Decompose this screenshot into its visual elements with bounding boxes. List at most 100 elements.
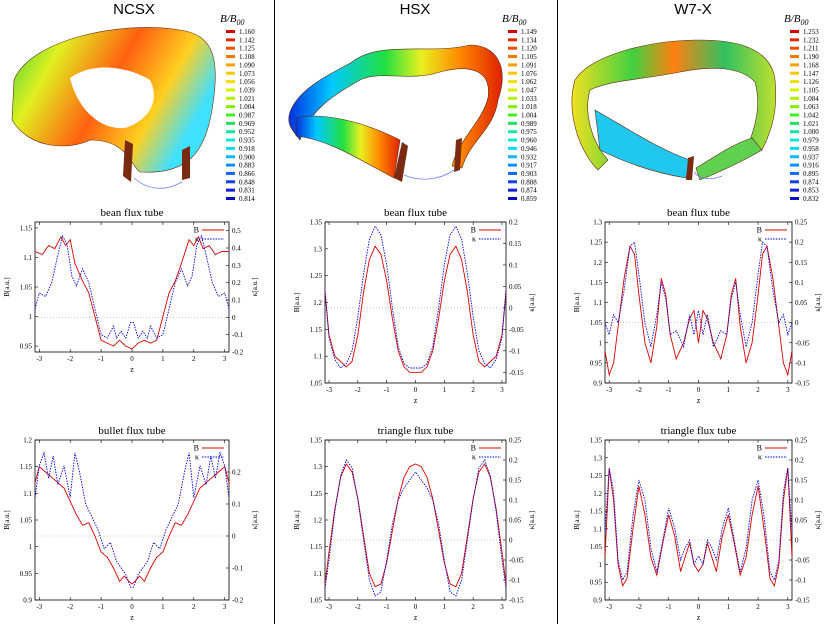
x-tick-label: -3 [606, 603, 612, 611]
colorbar-value: 0.958 [803, 145, 819, 153]
colorbar-swatch [790, 80, 799, 84]
colorbar-value: 1.108 [239, 53, 255, 61]
colorbar-value: 0.866 [239, 170, 255, 178]
legend-label: κ [472, 235, 476, 244]
colorbar-value: 0.888 [521, 178, 537, 186]
y2-axis-label: κ[a.u.] [814, 511, 822, 529]
colorbar-swatch [226, 88, 235, 92]
y-tick-label: 1.25 [590, 239, 603, 247]
colorbar-swatch [790, 146, 799, 150]
x-tick-label: 0 [130, 355, 134, 363]
colorbar-value: 1.062 [521, 78, 537, 86]
y2-tick-label: -0.05 [795, 557, 810, 565]
x-tick-label: 0 [697, 386, 701, 394]
colorbar-value: 1.063 [803, 103, 819, 111]
y2-tick-label: 0.25 [509, 437, 522, 445]
legend-label: B [757, 226, 762, 235]
colorbar-value: 1.033 [521, 95, 537, 103]
y2-tick-label: 0.2 [795, 457, 804, 465]
series-line-B [34, 465, 230, 585]
y-tick-label: 0.9 [593, 597, 602, 605]
y2-tick-label: 0.15 [795, 259, 808, 267]
y2-tick-label: 0.05 [509, 517, 522, 525]
y2-tick-label: 0.05 [795, 517, 808, 525]
colorbar-swatch [226, 197, 235, 200]
colorbar-swatch [508, 105, 517, 109]
x-tick-label: 2 [756, 603, 760, 611]
y-tick-label: 1.05 [310, 380, 323, 388]
colorbar-value: 1.211 [803, 45, 819, 53]
series-line-kappa [324, 225, 507, 369]
y2-tick-label: 0.3 [232, 262, 241, 270]
y-tick-label: 1.25 [310, 490, 323, 498]
chart-title: bean flux tube [384, 207, 447, 219]
y2-tick-label: 0 [232, 314, 236, 322]
x-tick-label: -3 [36, 355, 42, 363]
y-tick-label: 1.1 [313, 570, 322, 578]
colorbar-swatch [790, 180, 799, 184]
x-tick-label: 3 [786, 386, 790, 394]
colorbar-swatch [790, 46, 799, 50]
colorbar-value: 1.084 [803, 95, 819, 103]
y2-tick-label: -0.1 [509, 347, 521, 355]
colorbar-value: 1.253 [803, 28, 819, 36]
y2-tick-label: 0 [232, 533, 236, 541]
y-tick-label: 1.2 [313, 299, 322, 307]
colorbar-swatch [508, 88, 517, 92]
legend-label: B [471, 444, 476, 453]
y2-tick-label: 0 [795, 537, 799, 545]
y2-axis-label: κ[a.u.] [251, 511, 259, 529]
colorbar-value: 0.874 [803, 178, 819, 186]
y-tick-label: 0.9 [23, 597, 32, 605]
y-tick-label: 1.3 [313, 463, 322, 471]
colorbar-swatch [508, 197, 517, 200]
y-tick-label: 1.1 [23, 490, 32, 498]
chart-4: bullet flux tube -3 -2 -1 0 1 2 3 z 0.9 0.95 1 1.05 1… [3, 425, 259, 622]
y-axis-label: B[a.u.] [293, 293, 301, 312]
y2-tick-label: 0.2 [232, 279, 241, 287]
colorbar-swatch [508, 63, 517, 67]
colorbar-value: 0.917 [521, 162, 537, 170]
series-line-B [34, 235, 229, 350]
y-tick-label: 1.1 [313, 353, 322, 361]
x-tick-label: -3 [36, 603, 42, 611]
y-tick-label: 1.05 [20, 284, 33, 292]
y2-tick-label: -0.2 [232, 349, 244, 357]
x-tick-label: 3 [223, 355, 227, 363]
x-tick-label: 0 [414, 603, 418, 611]
colorbar-swatch [508, 130, 517, 134]
y2-tick-label: -0.1 [232, 565, 244, 573]
colorbar-swatch [226, 80, 235, 84]
y2-axis-label: κ[a.u.] [528, 511, 536, 529]
colorbar-value: 1.047 [521, 86, 537, 94]
colorbar-value: 1.090 [239, 61, 255, 69]
y-tick-label: 1.05 [310, 597, 323, 605]
series-line-B [604, 244, 793, 377]
x-axis-label: z [414, 396, 418, 405]
column-title-hsx: HSX [399, 1, 431, 18]
chart-title: bullet flux tube [98, 425, 165, 437]
colorbar-value: 0.989 [521, 120, 537, 128]
colorbar-title: B/B00 [784, 13, 809, 27]
colorbar-swatch [226, 105, 235, 109]
colorbar-value: 1.125 [239, 45, 255, 53]
x-axis-label: z [697, 613, 701, 622]
colorbar-swatch [508, 163, 517, 167]
x-tick-label: 0 [697, 603, 701, 611]
colorbar-value: 0.946 [521, 145, 537, 153]
y2-tick-label: 0 [509, 304, 513, 312]
legend-label: B [471, 226, 476, 235]
y2-tick-label: -0.15 [509, 369, 524, 377]
legend: Bκ [194, 444, 224, 462]
y2-tick-label: 0.4 [232, 245, 241, 253]
plot-frame [324, 221, 507, 384]
chart-title: bean flux tube [101, 207, 164, 219]
colorbar-value: 1.021 [803, 120, 819, 128]
x-tick-label: -2 [636, 603, 642, 611]
y-tick-label: 1 [29, 543, 33, 551]
colorbar-value: 0.979 [803, 137, 819, 145]
colorbar-swatch [226, 63, 235, 67]
colorbar-value: 1.000 [803, 128, 819, 136]
colorbar-value: 1.076 [521, 70, 537, 78]
